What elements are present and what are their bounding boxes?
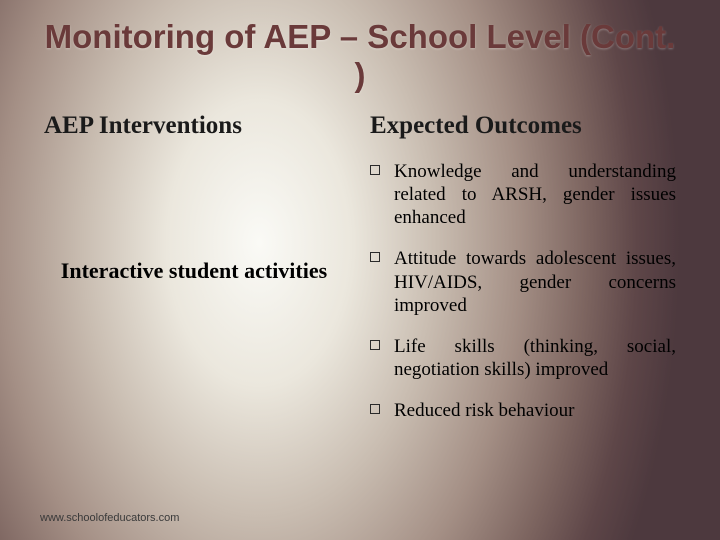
slide-title: Monitoring of AEP – School Level (Cont. … (40, 18, 680, 94)
content-columns: AEP Interventions Interactive student ac… (40, 112, 680, 441)
list-item: Attitude towards adolescent issues, HIV/… (370, 247, 676, 317)
right-column-heading: Expected Outcomes (364, 112, 676, 140)
slide: Monitoring of AEP – School Level (Cont. … (0, 0, 720, 540)
left-column-subheading: Interactive student activities (44, 258, 344, 284)
bullet-text: Attitude towards adolescent issues, HIV/… (394, 247, 676, 317)
bullet-icon (370, 404, 380, 414)
bullet-icon (370, 165, 380, 175)
list-item: Life skills (thinking, social, negotiati… (370, 335, 676, 381)
bullet-text: Life skills (thinking, social, negotiati… (394, 335, 676, 381)
list-item: Knowledge and understanding related to A… (370, 160, 676, 230)
bullet-text: Knowledge and understanding related to A… (394, 160, 676, 230)
bullet-icon (370, 340, 380, 350)
bullet-list: Knowledge and understanding related to A… (364, 160, 676, 423)
footer-url: www.schoolofeducators.com (40, 512, 179, 524)
left-column-heading: AEP Interventions (44, 112, 344, 140)
list-item: Reduced risk behaviour (370, 399, 676, 422)
right-column: Expected Outcomes Knowledge and understa… (364, 112, 676, 441)
left-column: AEP Interventions Interactive student ac… (44, 112, 344, 441)
bullet-text: Reduced risk behaviour (394, 399, 676, 422)
bullet-icon (370, 252, 380, 262)
